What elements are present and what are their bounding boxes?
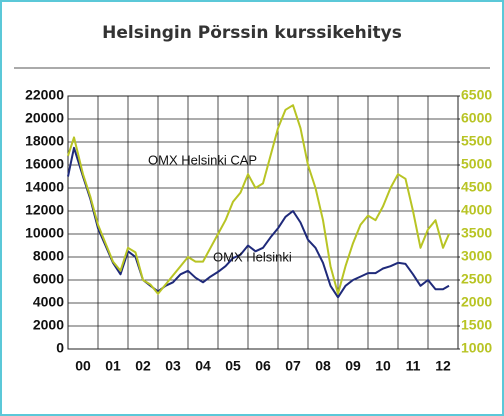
x-tick-label: 11 <box>406 358 421 374</box>
y2-tick-label: 2000 <box>461 294 492 310</box>
y2-tick-label: 3500 <box>461 225 492 241</box>
y2-tick-label: 5000 <box>461 156 492 172</box>
y2-tick-label: 4500 <box>461 179 492 195</box>
x-tick-label: 00 <box>75 358 91 374</box>
x-tick-label: 10 <box>375 358 391 374</box>
x-tick-label: 04 <box>195 358 211 374</box>
y2-tick-label: 6000 <box>461 110 492 126</box>
y-tick-label: 22000 <box>25 87 64 103</box>
plot-area <box>68 96 458 349</box>
y-tick-label: 18000 <box>25 133 64 149</box>
y2-tick-label: 1500 <box>461 317 492 333</box>
x-tick-label: 08 <box>315 358 331 374</box>
x-tick-label: 06 <box>255 358 271 374</box>
y-tick-label: 2000 <box>33 317 64 333</box>
y-tick-label: 14000 <box>25 179 64 195</box>
y2-tick-label: 3000 <box>461 248 492 264</box>
y-tick-label: 20000 <box>25 110 64 126</box>
y-tick-label: 16000 <box>25 156 64 172</box>
chart-title: Helsingin Pörssin kurssikehitys <box>102 23 402 43</box>
plot-border <box>67 95 459 350</box>
series-label: OMX Helsinki <box>213 249 292 264</box>
series-line <box>67 146 450 299</box>
y2-tick-label: 4000 <box>461 202 492 218</box>
x-tick-label: 07 <box>285 358 301 374</box>
y2-tick-label: 1000 <box>461 340 492 356</box>
y-tick-label: 6000 <box>33 271 64 287</box>
series-line <box>67 104 450 295</box>
series-label: OMX Helsinki CAP <box>148 152 257 167</box>
y-tick-label: 0 <box>56 340 64 356</box>
x-tick-label: 09 <box>345 358 361 374</box>
x-tick-label: 02 <box>135 358 151 374</box>
x-tick-label: 12 <box>435 358 451 374</box>
y2-tick-label: 6500 <box>461 87 492 103</box>
x-tick-label: 01 <box>105 358 121 374</box>
y-tick-label: 12000 <box>25 202 64 218</box>
y-tick-label: 4000 <box>33 294 64 310</box>
y-tick-label: 8000 <box>33 248 64 264</box>
y-tick-label: 10000 <box>25 225 64 241</box>
y2-tick-label: 2500 <box>461 271 492 287</box>
x-tick-label: 03 <box>165 358 181 374</box>
y2-tick-label: 5500 <box>461 133 492 149</box>
x-tick-label: 05 <box>225 358 241 374</box>
